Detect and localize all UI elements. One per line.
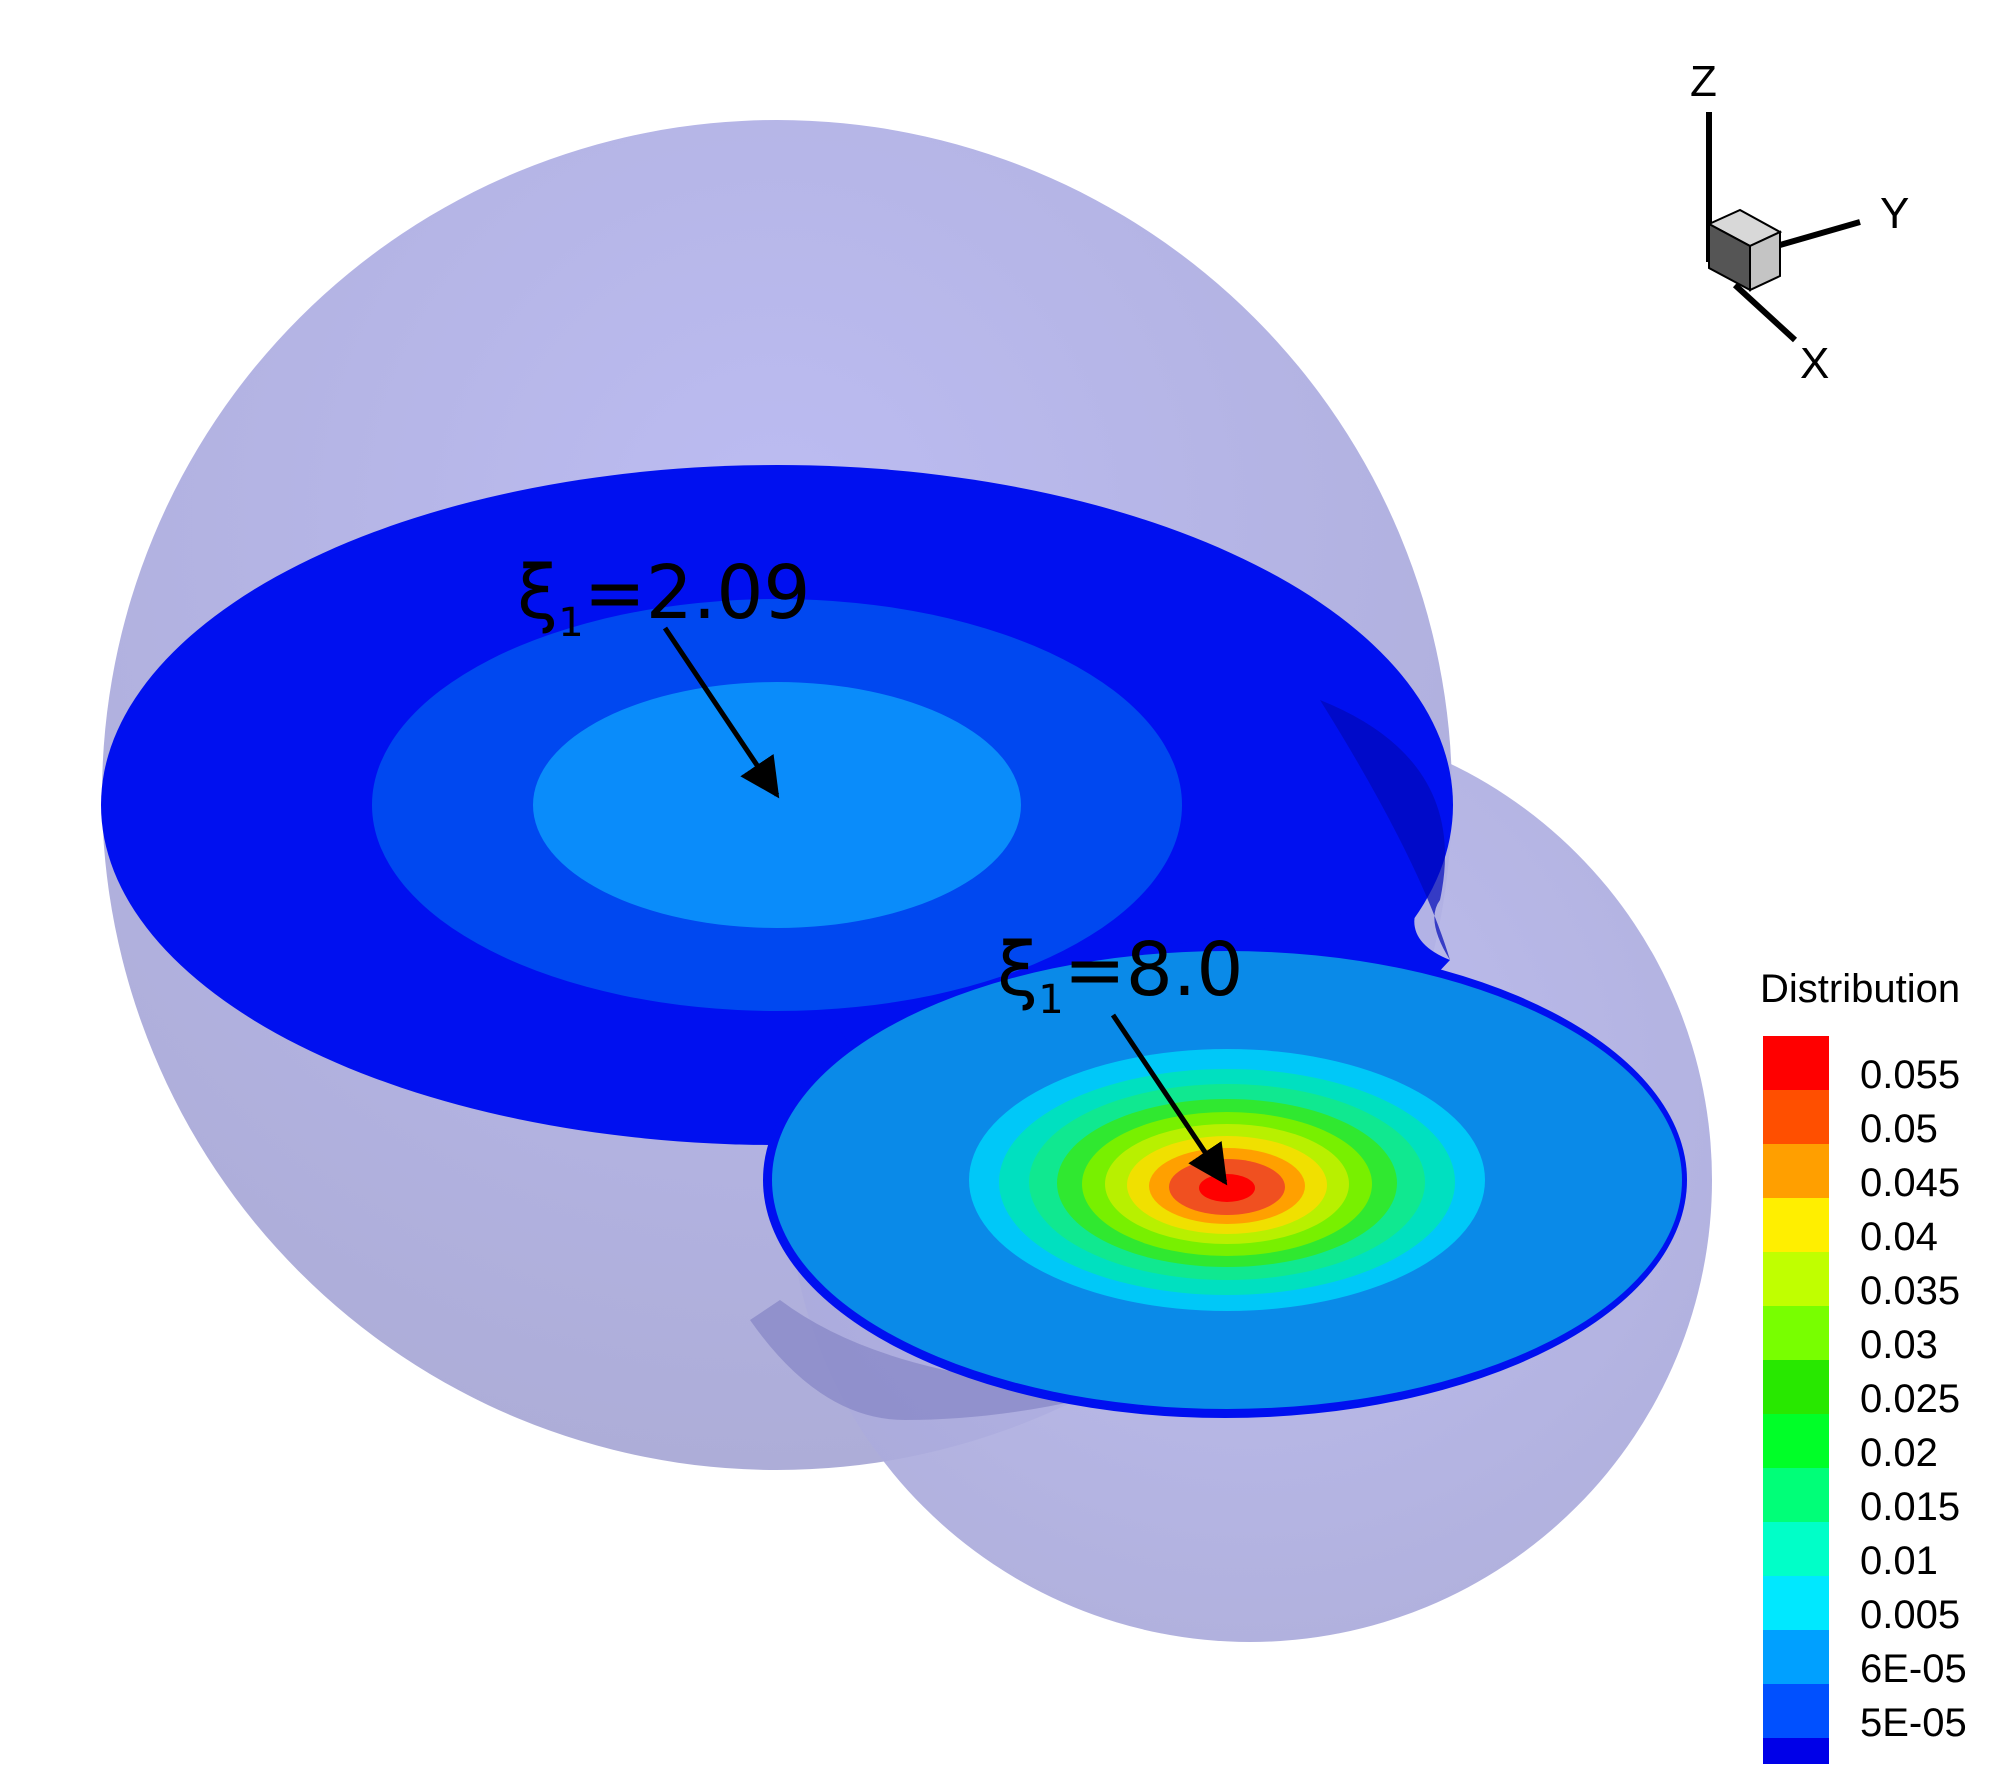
- legend-swatch: [1763, 1522, 1829, 1576]
- legend-labels: 0.055 0.05 0.045 0.04 0.035 0.03 0.025 0.02 0.01…: [1860, 1053, 1967, 1745]
- legend-tick-label: 6E-05: [1860, 1647, 1967, 1691]
- legend-swatch: [1763, 1684, 1829, 1738]
- annotation-xi-209: ξ1=2.09: [517, 550, 811, 799]
- x-axis-line: [1732, 282, 1798, 343]
- legend-tick-label: 0.055: [1860, 1053, 1960, 1097]
- legend-swatch: [1763, 1090, 1829, 1144]
- legend-tick-label: 0.02: [1860, 1431, 1938, 1475]
- legend-tick-label: 5E-05: [1860, 1701, 1967, 1745]
- legend-swatch: [1763, 1198, 1829, 1252]
- legend-swatch: [1763, 1036, 1829, 1090]
- legend-tick-label: 0.045: [1860, 1161, 1960, 1205]
- annotation-subscript: 1: [558, 600, 583, 646]
- legend-swatch: [1763, 1306, 1829, 1360]
- annotation-symbol: ξ: [997, 927, 1038, 1013]
- annotation-xi-80: ξ1=8.0: [997, 927, 1243, 1186]
- legend-swatch: [1763, 1630, 1829, 1684]
- legend-swatches: [1763, 1036, 1829, 1764]
- annotation-value: =2.09: [584, 550, 811, 636]
- legend-tick-label: 0.025: [1860, 1377, 1960, 1421]
- legend-swatch: [1763, 1414, 1829, 1468]
- legend-tick-label: 0.015: [1860, 1485, 1960, 1529]
- legend-swatch-bottom: [1763, 1738, 1829, 1764]
- legend-swatch: [1763, 1144, 1829, 1198]
- legend-tick-label: 0.05: [1860, 1107, 1938, 1151]
- legend-tick-label: 0.01: [1860, 1539, 1938, 1583]
- disk-rim: [1320, 700, 1450, 960]
- annotation-arrow: [662, 626, 780, 799]
- legend-tick-label: 0.005: [1860, 1593, 1960, 1637]
- annotation-subscript: 1: [1038, 977, 1063, 1023]
- legend-swatch: [1763, 1360, 1829, 1414]
- legend-tick-label: 0.03: [1860, 1323, 1938, 1367]
- legend-swatch: [1763, 1468, 1829, 1522]
- disk2-contours: [772, 951, 1682, 1409]
- axes-triad: Z Y X: [1690, 57, 1909, 388]
- svg-text:ξ1=2.09: ξ1=2.09: [517, 550, 811, 646]
- disk1-inner: [533, 682, 1021, 928]
- svg-text:ξ1=8.0: ξ1=8.0: [997, 927, 1243, 1023]
- y-axis-line: [1779, 219, 1861, 248]
- legend-title: Distribution: [1760, 967, 1960, 1011]
- annotation-value: =8.0: [1064, 927, 1244, 1013]
- annotation-symbol: ξ: [517, 550, 558, 636]
- orientation-cube-icon: [1706, 208, 1783, 292]
- legend-tick-label: 0.04: [1860, 1215, 1938, 1259]
- legend-swatch: [1763, 1252, 1829, 1306]
- disk-shadow: [750, 1300, 1080, 1420]
- legend-swatch: [1763, 1576, 1829, 1630]
- x-axis-label: X: [1800, 339, 1829, 388]
- z-axis-label: Z: [1690, 57, 1717, 106]
- annotation-arrow: [1110, 1013, 1228, 1186]
- legend: Distribution 0.055 0.05 0.045 0.04 0.035 0.03…: [1760, 967, 1967, 1764]
- legend-tick-label: 0.035: [1860, 1269, 1960, 1313]
- y-axis-label: Y: [1880, 189, 1909, 238]
